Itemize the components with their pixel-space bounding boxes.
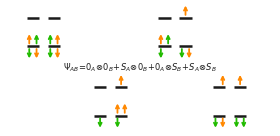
Text: $\Psi_{AB}\!=\!0_A\!\otimes\!0_B\!+\!S_A\!\otimes\!0_B\!+\!0_A\!\otimes\! S_B\!+: $\Psi_{AB}\!=\!0_A\!\otimes\!0_B\!+\!S_A… — [63, 61, 217, 74]
